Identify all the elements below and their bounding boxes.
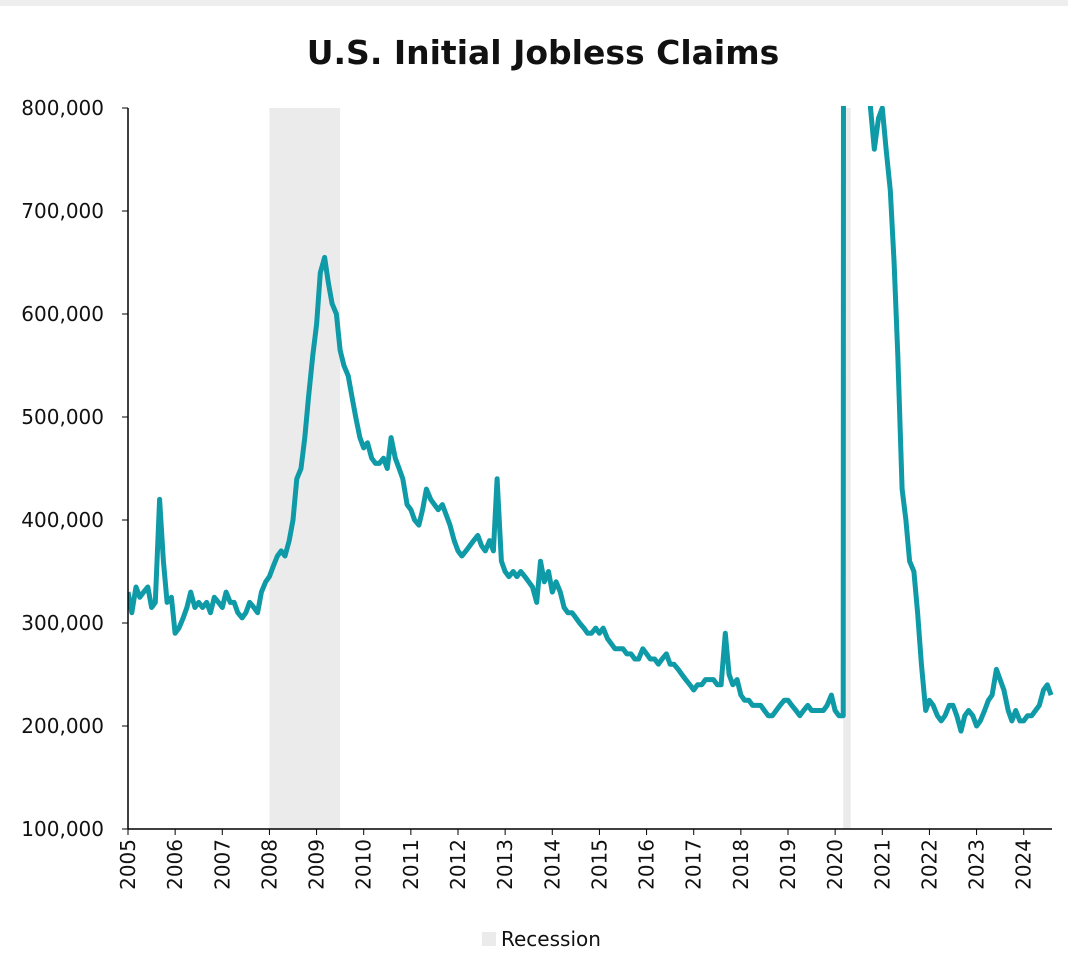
- chart-title: U.S. Initial Jobless Claims: [307, 33, 780, 72]
- y-tick-label: 800,000: [21, 96, 104, 120]
- y-tick-label: 700,000: [21, 199, 104, 223]
- x-tick-label: 2015: [587, 839, 611, 890]
- x-tick-label: 2023: [965, 839, 989, 890]
- legend-swatch: [482, 932, 496, 946]
- x-tick-label: 2007: [210, 839, 234, 890]
- axes: 100,000 200,000 300,000 400,000 500,000 600,0…: [21, 96, 1052, 951]
- shading: [269, 108, 851, 829]
- x-tick-label: 2011: [399, 839, 423, 890]
- y-tick-label: 600,000: [21, 302, 104, 326]
- top-bar: [0, 0, 1068, 6]
- x-tick-label: 2017: [682, 839, 706, 890]
- plot-area: [128, 106, 1054, 734]
- x-tick-label: 2006: [163, 839, 187, 890]
- x-tick-label: 2008: [257, 839, 281, 890]
- y-tick-label: 100,000: [21, 817, 104, 841]
- y-tick-label: 200,000: [21, 714, 104, 738]
- x-tick-label: 2009: [305, 839, 329, 890]
- x-tick-label: 2012: [446, 839, 470, 890]
- recession-band: [269, 108, 341, 829]
- x-tick-label: 2018: [729, 839, 753, 890]
- x-tick-label: 2016: [635, 839, 659, 890]
- x-tick-label: 2013: [493, 839, 517, 890]
- y-tick-label: 300,000: [21, 611, 104, 635]
- line: [128, 106, 1054, 734]
- x-tick-label: 2024: [1012, 839, 1036, 890]
- x-tick-label: 2005: [116, 839, 140, 890]
- x-tick-label: 2020: [823, 839, 847, 890]
- x-tick-label: 2021: [870, 839, 894, 890]
- x-tick-label: 2014: [540, 839, 564, 890]
- x-tick-label: 2019: [776, 839, 800, 890]
- x-tick-label: 2022: [917, 839, 941, 890]
- y-tick-label: 500,000: [21, 405, 104, 429]
- y-tick-label: 400,000: [21, 508, 104, 532]
- recession-band: [843, 108, 851, 829]
- x-tick-label: 2010: [352, 839, 376, 890]
- legend-label: Recession: [501, 927, 601, 951]
